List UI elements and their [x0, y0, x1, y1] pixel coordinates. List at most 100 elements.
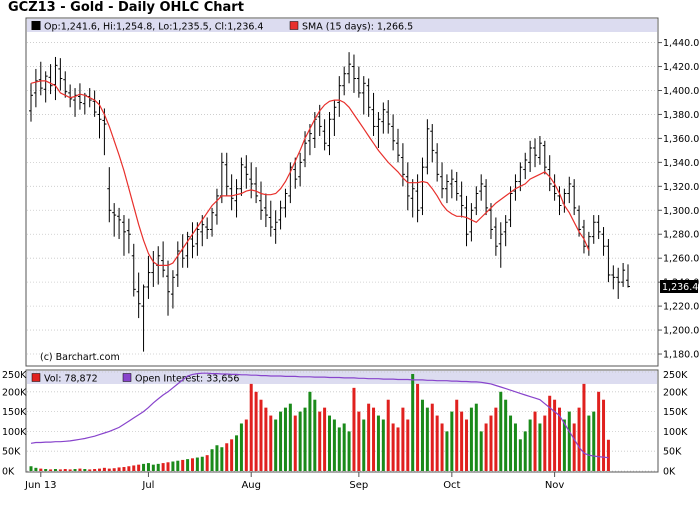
ohlc-bar	[591, 215, 596, 244]
volume-bar	[161, 463, 165, 471]
volume-bar	[323, 407, 327, 471]
volume-bar	[484, 423, 488, 471]
volume-tick-label-left: 200K	[2, 387, 27, 398]
open-interest-line	[30, 372, 609, 459]
volume-tick-label-left: 150K	[2, 407, 27, 418]
volume-bar	[29, 466, 33, 471]
ohlc-bar	[249, 162, 254, 199]
volume-bar	[509, 415, 513, 471]
ohlc-bar	[391, 114, 396, 151]
volume-bar	[597, 391, 601, 471]
volume-bar	[513, 423, 517, 471]
volume-bar	[332, 419, 336, 471]
ohlc-bar	[107, 167, 112, 223]
ohlc-bar	[166, 260, 171, 316]
ohlc-bar	[508, 186, 513, 228]
ohlc-bar	[523, 152, 528, 180]
volume-bar	[254, 391, 258, 471]
volume-bar	[406, 419, 410, 471]
price-tick-label: 1,400.0	[663, 86, 699, 97]
volume-bar	[244, 419, 248, 471]
price-tick-label: 1,360.0	[663, 134, 699, 145]
ohlc-bar	[224, 152, 229, 196]
ohlc-bar	[258, 181, 263, 220]
volume-bar	[391, 423, 395, 471]
volume-bar	[283, 407, 287, 471]
volume-bar	[401, 407, 405, 471]
volume-tick-label-left: 0K	[2, 467, 15, 478]
ohlc-bar	[542, 140, 547, 175]
ohlc-bar	[254, 167, 259, 204]
ohlc-bar	[141, 284, 146, 352]
volume-bar	[102, 467, 106, 471]
ohlc-bar	[503, 215, 508, 247]
volume-bar	[93, 469, 97, 471]
ohlc-bar	[371, 92, 376, 137]
ohlc-bar	[38, 61, 43, 96]
volume-bar	[553, 399, 557, 471]
volume-tick-label-right: 250K	[663, 370, 688, 381]
volume-bar	[63, 469, 67, 471]
ohlc-bar	[420, 157, 425, 216]
ohlc-bar	[454, 171, 459, 201]
price-tick-label: 1,220.0	[663, 302, 699, 313]
volume-bar	[562, 419, 566, 471]
volume-bar	[220, 447, 224, 471]
ohlc-bar	[498, 222, 503, 268]
ohlc-bar	[117, 207, 122, 240]
volume-bar	[347, 431, 351, 471]
ohlc-bar	[293, 157, 298, 189]
volume-bar	[533, 411, 537, 471]
ohlc-bar	[273, 210, 278, 244]
ohlc-bar	[146, 255, 151, 299]
ohlc-bar	[29, 83, 33, 122]
chart-title: GCZ13 - Gold - Daily OHLC Chart	[8, 0, 244, 15]
ohlc-bar	[112, 203, 117, 237]
ohlc-bar	[234, 179, 239, 218]
ohlc-bar	[63, 71, 68, 98]
volume-bar	[49, 469, 53, 471]
volume-bar	[249, 383, 253, 471]
sma-legend-swatch	[289, 21, 299, 30]
volume-bar	[469, 407, 473, 471]
oi-legend-swatch	[122, 373, 132, 382]
ohlc-bar	[601, 227, 606, 256]
volume-bar	[499, 391, 503, 471]
ohlc-bar	[606, 239, 611, 283]
volume-bar	[318, 411, 322, 471]
volume-bar	[303, 407, 307, 471]
volume-bar	[548, 395, 552, 471]
ohlc-bar	[121, 215, 126, 256]
volume-bar	[274, 419, 278, 471]
volume-bar	[73, 469, 77, 471]
volume-bar	[357, 411, 361, 471]
volume-tick-label-left: 250K	[2, 370, 27, 381]
ohlc-bar	[596, 215, 601, 240]
ohlc-bar	[484, 179, 489, 216]
volume-bar	[450, 411, 454, 471]
ohlc-bar	[547, 155, 552, 192]
volume-bar	[587, 415, 591, 471]
volume-bar	[479, 431, 483, 471]
volume-bar	[372, 407, 376, 471]
ohlc-bar	[396, 128, 401, 163]
volume-bar	[411, 373, 415, 471]
x-tick-label: Nov	[545, 480, 565, 491]
ohlc-bar	[537, 136, 542, 165]
ohlc-bar	[33, 68, 38, 108]
volume-bar	[440, 423, 444, 471]
ohlc-bar	[611, 265, 616, 290]
ohlc-bar	[48, 64, 53, 95]
volume-bar	[122, 467, 126, 471]
volume-bar	[308, 391, 312, 471]
volume-tick-label-right: 100K	[663, 427, 688, 438]
volume-tick-label-right: 0K	[663, 467, 676, 478]
last-price-marker: 1,236.4	[660, 280, 698, 293]
ohlc-bar	[449, 169, 454, 199]
volume-bar	[239, 423, 243, 471]
ohlc-bar	[278, 200, 283, 230]
volume-bar	[112, 468, 116, 471]
ohlc-bar	[459, 181, 464, 218]
last-price-label: 1,236.4	[662, 282, 698, 293]
ohlc-bar	[283, 188, 288, 218]
